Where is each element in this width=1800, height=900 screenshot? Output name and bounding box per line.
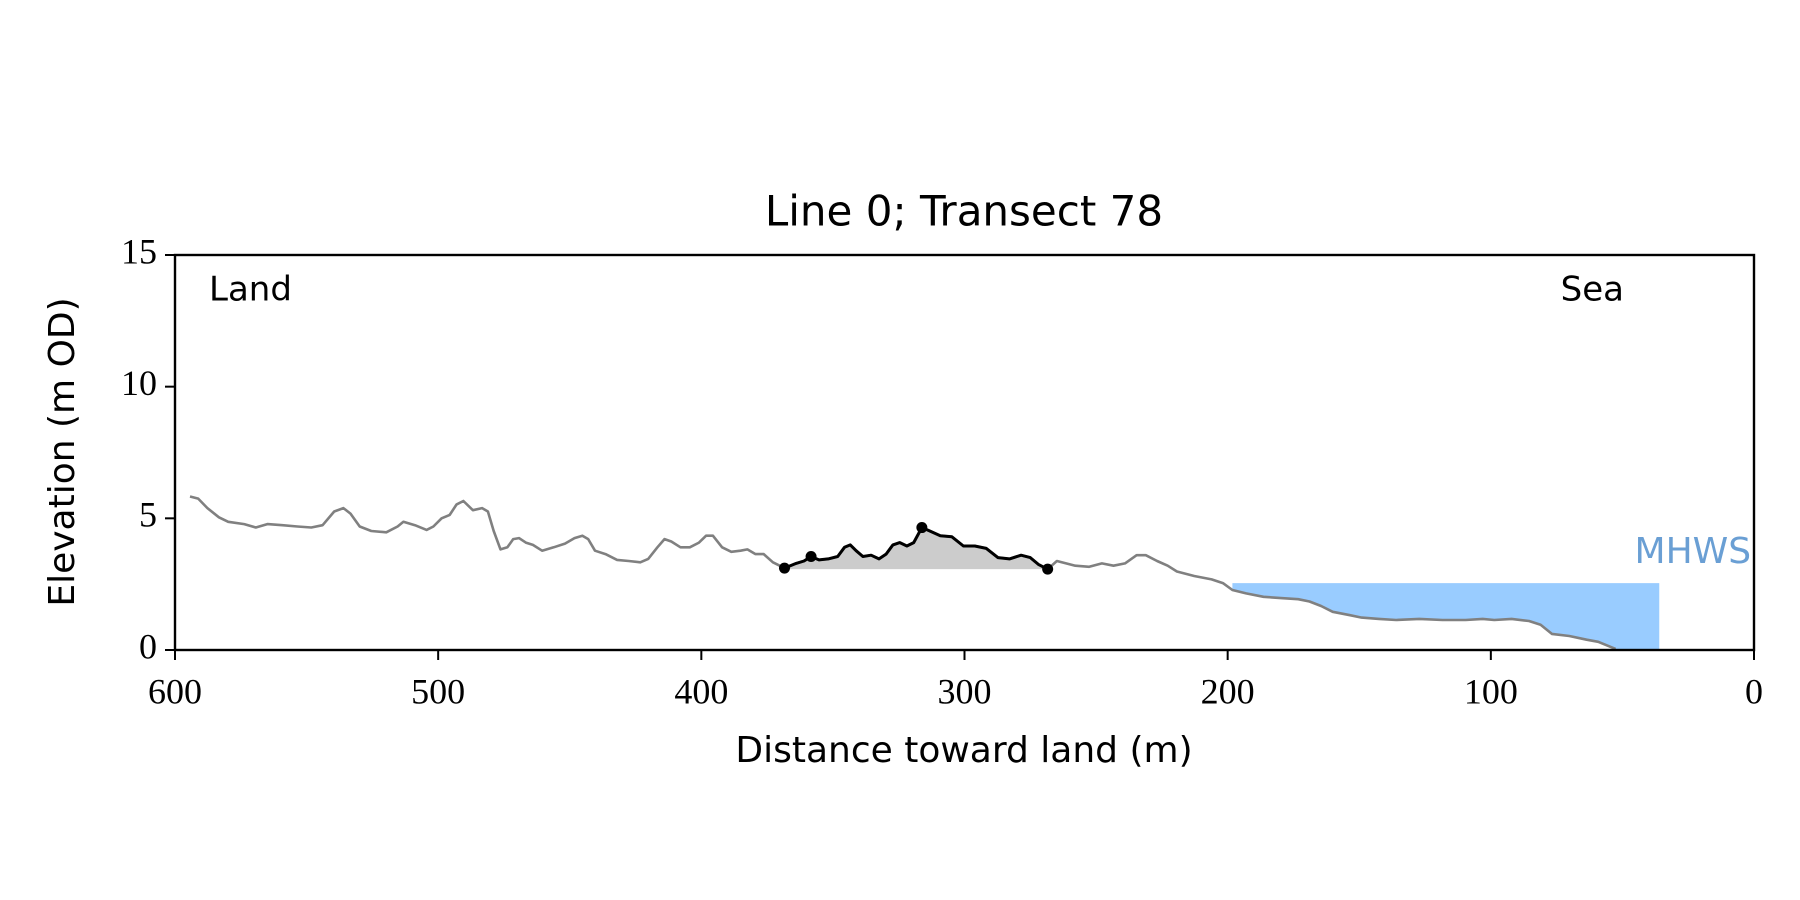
annotation-land: Land [209, 270, 292, 310]
dune-marker [916, 522, 928, 534]
y-axis-label: Elevation (m OD) [42, 297, 83, 606]
y-tick-label: 0 [139, 626, 157, 666]
mhws-label: MHWS [1635, 531, 1752, 572]
x-tick-label: 600 [148, 671, 202, 711]
dune-marker [778, 562, 790, 574]
y-tick-label: 5 [139, 495, 157, 535]
dune-marker [805, 551, 817, 563]
chart-title: Line 0; Transect 78 [765, 187, 1163, 236]
x-tick-label: 400 [674, 671, 728, 711]
profile-line [189, 495, 1617, 651]
x-axis-label: Distance toward land (m) [735, 730, 1192, 771]
y-tick-label: 10 [121, 363, 157, 403]
annotation-sea: Sea [1561, 270, 1624, 310]
x-tick-label: 300 [938, 671, 992, 711]
x-tick-label: 0 [1745, 671, 1763, 711]
profile-line [783, 526, 1049, 571]
x-tick-label: 100 [1464, 671, 1518, 711]
x-tick-label: 500 [411, 671, 465, 711]
dune-marker [1042, 563, 1054, 575]
y-tick-label: 15 [121, 231, 157, 271]
dune-area [784, 527, 1048, 570]
x-tick-label: 200 [1201, 671, 1255, 711]
